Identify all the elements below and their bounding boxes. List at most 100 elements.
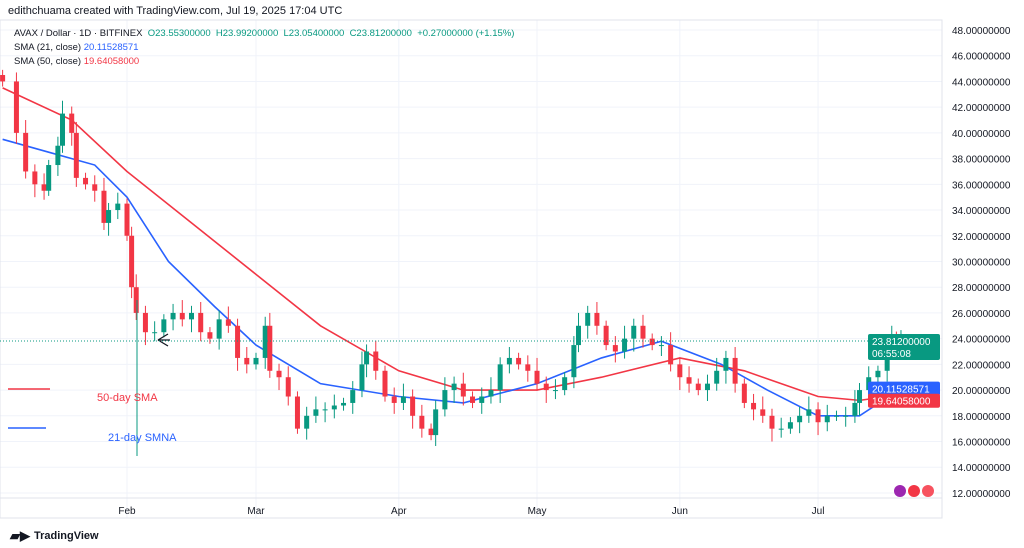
candle-body [235, 325, 241, 358]
candle [253, 352, 259, 370]
candle [603, 320, 609, 351]
candle-body [373, 351, 379, 371]
x-tick-label: Jun [672, 506, 688, 517]
y-tick-label: 12.00000000 [952, 489, 1011, 500]
candle-body [833, 415, 839, 417]
candle-body [695, 383, 701, 391]
candle [216, 310, 222, 350]
candle [506, 346, 512, 374]
candle-body [525, 364, 531, 371]
candle [101, 177, 107, 230]
candle [571, 336, 577, 389]
x-tick-label: Feb [118, 506, 136, 517]
candle-body [106, 210, 112, 223]
candle [364, 344, 370, 378]
candle [83, 172, 89, 190]
candle-body [46, 165, 52, 191]
ohlc-close: C23.81200000 [349, 28, 412, 39]
candle-body [83, 177, 89, 185]
candle [723, 350, 729, 384]
event-icon [908, 485, 920, 497]
candle [188, 305, 194, 333]
candle-body [304, 415, 310, 429]
candle [341, 397, 347, 411]
candle-body [350, 390, 356, 403]
candle-body [442, 390, 448, 410]
candle [382, 365, 388, 402]
candle [741, 378, 747, 409]
x-tick-label: Mar [247, 506, 265, 517]
sma21-price-tag-text: 20.11528571 [872, 385, 930, 396]
candle-body [534, 370, 540, 384]
x-tick-label: Jul [812, 506, 825, 517]
candle [23, 120, 29, 179]
symbol-label[interactable]: AVAX / Dollar · 1D · BITFINEX [14, 28, 143, 39]
y-tick-label: 22.00000000 [952, 360, 1011, 371]
candle-body [133, 287, 139, 313]
candle-body [787, 422, 793, 429]
sma50-label[interactable]: SMA (50, close) [14, 56, 82, 67]
candle [244, 346, 250, 374]
candle [267, 312, 273, 378]
y-tick-label: 38.00000000 [952, 155, 1011, 166]
candle-body [497, 364, 503, 391]
ohlc-change: +0.27000000 (+1.15%) [417, 28, 515, 39]
candle-body [714, 370, 720, 384]
last-price-tag [868, 334, 940, 361]
candle-body [285, 377, 291, 397]
candle [704, 374, 710, 402]
ohlc-low: L23.05400000 [283, 28, 345, 39]
candle-body [73, 132, 79, 178]
candle-body [331, 405, 337, 410]
candle [235, 318, 241, 371]
chart-credit: edithchuama created with TradingView.com… [8, 5, 343, 17]
event-icon [894, 485, 906, 497]
candle [479, 387, 485, 414]
candle [198, 301, 204, 342]
candle-body [806, 409, 812, 416]
candle [433, 400, 439, 447]
candle-body [198, 312, 204, 333]
candle [73, 121, 79, 187]
candle-body [875, 370, 881, 378]
y-tick-label: 32.00000000 [952, 232, 1011, 243]
y-tick-label: 48.00000000 [952, 26, 1011, 37]
candle [294, 391, 300, 434]
candle [442, 377, 448, 417]
ohlc-high: H23.99200000 [215, 28, 279, 39]
candle [778, 417, 784, 438]
candle [350, 381, 356, 414]
candle [419, 404, 425, 438]
sma21-label[interactable]: SMA (21, close) [14, 42, 82, 53]
candle [32, 164, 38, 198]
y-tick-label: 26.00000000 [952, 309, 1011, 320]
candle [225, 306, 231, 333]
x-tick-label: Apr [391, 506, 407, 517]
tradingview-logo[interactable]: ▰▶ TradingView [10, 528, 99, 544]
candle-body [23, 132, 29, 172]
last-price-tag-text: 23.81200000 [872, 337, 931, 348]
x-tick-label: May [528, 506, 547, 517]
candle-body [101, 190, 107, 223]
candle [46, 159, 52, 196]
candle [552, 379, 558, 400]
sma21-line [2, 138, 902, 417]
candle-body [161, 319, 167, 333]
candle-body [778, 428, 784, 430]
y-tick-label: 40.00000000 [952, 129, 1011, 140]
candle-body [152, 332, 158, 334]
candle [695, 378, 701, 396]
candle-body [612, 345, 618, 352]
candle-body [433, 409, 439, 436]
candle [69, 106, 75, 146]
candle-body [552, 390, 558, 392]
candle-body [364, 351, 370, 365]
candle [179, 300, 185, 327]
candle [488, 377, 494, 404]
y-tick-label: 36.00000000 [952, 180, 1011, 191]
candle-body [852, 402, 858, 416]
candle-body [562, 377, 568, 391]
candle-body [294, 396, 300, 429]
candle [285, 366, 291, 406]
